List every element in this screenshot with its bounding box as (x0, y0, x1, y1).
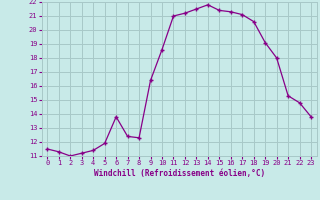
X-axis label: Windchill (Refroidissement éolien,°C): Windchill (Refroidissement éolien,°C) (94, 169, 265, 178)
